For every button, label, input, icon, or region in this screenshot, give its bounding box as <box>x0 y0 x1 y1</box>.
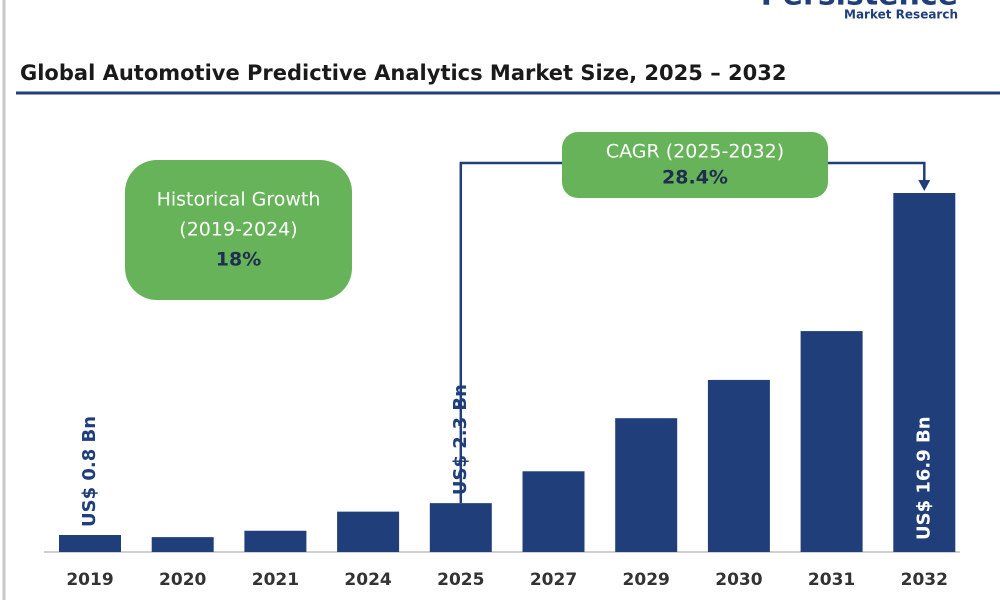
bar <box>59 535 121 552</box>
annotation-text: Historical Growth <box>157 189 321 211</box>
x-tick-label: 2029 <box>623 570 670 590</box>
annotation-text: 28.4% <box>662 167 728 189</box>
annotation-box <box>125 160 352 300</box>
bar <box>429 503 492 552</box>
bar <box>707 379 770 552</box>
annotation-box <box>562 132 828 198</box>
annotation-text: (2019-2024) <box>179 219 297 241</box>
bar <box>893 193 956 552</box>
chart-title: Global Automotive Predictive Analytics M… <box>20 61 786 85</box>
bar <box>151 537 214 552</box>
bar <box>337 511 400 552</box>
x-tick-label: 2025 <box>437 570 484 590</box>
x-tick-label: 2021 <box>252 570 299 590</box>
value-label: US$ 0.8 Bn <box>79 416 100 527</box>
x-tick-label: 2032 <box>901 570 948 590</box>
sub-brand: Market Research <box>844 8 958 22</box>
bar <box>244 530 307 552</box>
x-tick-label: 2019 <box>66 570 113 590</box>
brand: Persistence <box>761 0 958 13</box>
x-tick-label: 2030 <box>715 570 762 590</box>
arrow-head <box>918 180 931 191</box>
bar <box>800 331 863 552</box>
x-tick-label: 2027 <box>530 570 577 590</box>
x-tick-label: 2024 <box>344 570 391 590</box>
annotation-text: 18% <box>216 249 261 271</box>
annotation-text: CAGR (2025-2032) <box>606 141 784 163</box>
x-tick-label: 2031 <box>808 570 855 590</box>
bar <box>522 471 585 552</box>
value-label: US$ 16.9 Bn <box>913 416 934 540</box>
x-tick-label: 2020 <box>159 570 206 590</box>
bar <box>615 418 678 552</box>
